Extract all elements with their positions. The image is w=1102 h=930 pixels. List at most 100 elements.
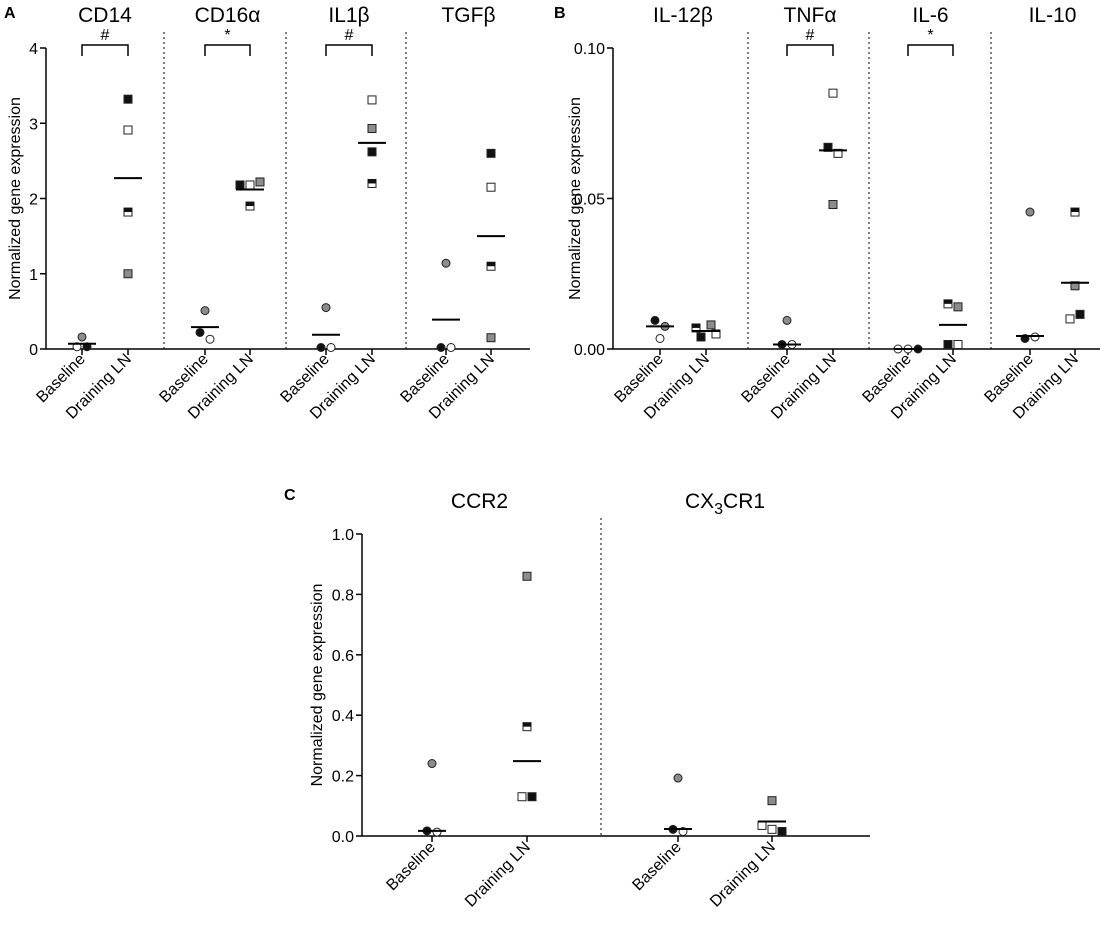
panel-c-draining-point <box>757 820 767 830</box>
panel-c-draining-point <box>767 796 777 806</box>
panel-a-draining-point <box>123 269 133 279</box>
panel-b-sig-label: # <box>806 27 815 44</box>
panel-a-draining-point <box>235 180 245 190</box>
panel-b-draining-point <box>706 320 716 330</box>
panel-c-y-tick-label: 0.8 <box>332 587 354 604</box>
panel-c-y-label: Normalized gene expression <box>309 584 326 787</box>
panel-c-draining-point <box>777 826 787 836</box>
panel-b-y-label: Normalized gene expression <box>567 97 584 300</box>
panel-c-x-tick-label: Baseline <box>629 839 684 894</box>
panel-a-title: TGFβ <box>441 4 495 27</box>
panel-a-draining-point <box>486 182 496 192</box>
panel-b-sig-label: * <box>927 27 933 44</box>
panel-c-y-tick-label: 0.4 <box>332 708 354 725</box>
panel-c-draining-point <box>517 792 527 802</box>
panel-a-y-tick-label: 3 <box>29 116 38 133</box>
panel-a-baseline-point <box>321 303 331 313</box>
panel-a-baseline-point <box>446 342 456 352</box>
panel-b-title: IL-10 <box>1029 4 1077 27</box>
title-subscript: 3 <box>714 501 723 518</box>
panel-c-letter: C <box>284 487 296 504</box>
title-suffix: CR1 <box>723 490 765 513</box>
panel-b-draining-point <box>953 302 963 312</box>
panel-a-baseline-point <box>195 327 205 337</box>
panel-b-draining-point <box>943 299 953 309</box>
panel-c-title: CX3CR1 <box>685 490 765 518</box>
panel-a-draining-point <box>255 177 265 187</box>
panel-c-draining-point <box>527 792 537 802</box>
panel-b-baseline-point <box>650 315 660 325</box>
marker-half-fill <box>368 179 376 184</box>
panel-c-draining-point <box>522 722 532 732</box>
panel-a-draining-point <box>245 180 255 190</box>
panel-a-draining-point <box>123 94 133 104</box>
panel-a-y-tick-label: 4 <box>29 41 38 58</box>
panel-a-y-tick-label: 2 <box>29 192 38 209</box>
panel-a-baseline-point <box>200 306 210 316</box>
panel-c-baseline-point <box>427 759 437 769</box>
panel-a-baseline-point <box>326 342 336 352</box>
panel-a-sig-label: * <box>224 27 230 44</box>
panel-a-draining-point <box>486 148 496 158</box>
panel-a-draining-point <box>367 147 377 157</box>
panel-a-baseline-point <box>316 342 326 352</box>
panel-b-y-tick-label: 0.10 <box>574 41 605 58</box>
panel-a-sig-label: # <box>345 27 354 44</box>
panel-a-y-tick-label: 1 <box>29 267 38 284</box>
panel-b-draining-point <box>1065 314 1075 324</box>
panel-a-draining-point <box>123 207 133 217</box>
panel-a-draining-point <box>123 125 133 135</box>
panel-b-letter: B <box>554 5 566 22</box>
panel-b-y-tick-label: 0.00 <box>574 342 605 359</box>
marker-half-fill <box>487 262 495 267</box>
panel-c-draining-point <box>522 571 532 581</box>
panel-c-title: CCR2 <box>451 490 508 513</box>
panel-b-baseline-point <box>782 315 792 325</box>
panel-a-baseline-point <box>205 334 215 344</box>
panel-b-y-tick-label: 0.05 <box>574 192 605 209</box>
panel-c-y-tick-label: 0.0 <box>332 829 354 846</box>
panel-a-baseline-point <box>441 258 451 268</box>
panel-c-x-tick-label: Draining LN <box>462 839 534 911</box>
panel-c-baseline-point <box>432 827 442 837</box>
panel-b-title: IL-12β <box>653 4 713 27</box>
panel-b-sig-bracket <box>786 44 834 56</box>
panel-a-y-tick-label: 0 <box>29 342 38 359</box>
panel-b-title: IL-6 <box>912 4 948 27</box>
panel-a-baseline-point <box>77 332 87 342</box>
panel-a-draining-point <box>486 333 496 343</box>
panel-a-draining-point <box>367 124 377 134</box>
panel-b-baseline-point <box>1025 207 1035 217</box>
marker-half-fill <box>1071 208 1079 213</box>
marker-half-fill <box>523 722 531 727</box>
panel-b-sig-bracket <box>907 44 954 56</box>
panel-c-y-tick-label: 1.0 <box>332 527 354 544</box>
panel-a-sig-bracket <box>325 44 373 56</box>
panel-b-draining-point <box>1070 207 1080 217</box>
panel-b-draining-point <box>828 200 838 210</box>
panel-b-draining-point <box>1075 309 1085 319</box>
panel-a-title: CD16α <box>195 4 261 27</box>
panel-a-title: IL1β <box>328 4 369 27</box>
panel-b-draining-point <box>828 88 838 98</box>
panel-b-draining-point <box>696 332 706 342</box>
panel-a-draining-point <box>245 201 255 211</box>
marker-half-fill <box>124 208 132 213</box>
marker-half-fill <box>692 323 700 328</box>
panel-b-baseline-point <box>655 333 665 343</box>
panel-a-letter: A <box>4 5 16 22</box>
panel-a-sig-bracket <box>81 44 129 56</box>
marker-half-fill <box>944 299 952 304</box>
panel-c-y-tick-label: 0.6 <box>332 648 354 665</box>
panel-a-title: CD14 <box>78 4 132 27</box>
panel-a-y-label: Normalized gene expression <box>7 97 24 300</box>
panel-b-title: TNFα <box>784 4 837 27</box>
panel-c-baseline-point <box>673 773 683 783</box>
panel-a-sig-label: # <box>101 27 110 44</box>
panel-a-sig-bracket <box>204 44 251 56</box>
marker-half-fill <box>246 202 254 207</box>
panel-c-x-tick-label: Baseline <box>383 839 438 894</box>
panel-a-baseline-point <box>436 342 446 352</box>
panel-b-draining-point <box>953 339 963 349</box>
